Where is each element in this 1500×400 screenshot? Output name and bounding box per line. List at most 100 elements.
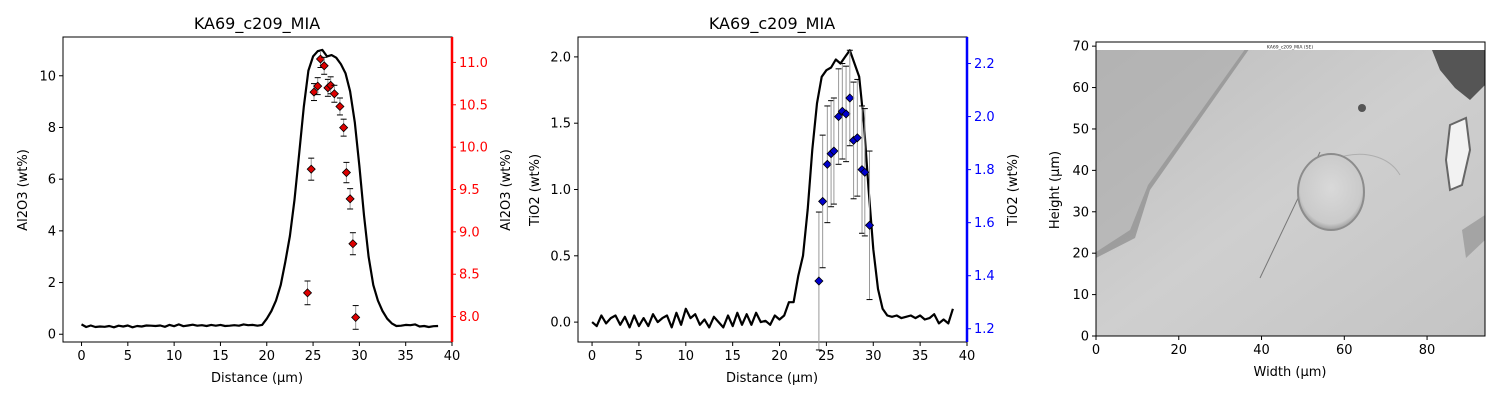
panel2-frame <box>577 36 968 343</box>
panel2-y2label: TiO2 (wt%) <box>1006 154 1021 227</box>
panel2-y2tick-label: 2.2 <box>974 57 995 72</box>
panel2-y2tick-label: 1.8 <box>974 163 995 178</box>
panel2-point <box>829 146 839 156</box>
panel3-ytick-label: 70 <box>1072 40 1089 55</box>
panel2-point <box>841 109 851 119</box>
panel3-xtick-label: 40 <box>1253 343 1270 358</box>
panel3-ytick-label: 30 <box>1072 205 1089 220</box>
panel1-xtick-label: 40 <box>444 349 461 364</box>
panel1-point <box>315 54 326 64</box>
panel1-point <box>351 312 361 322</box>
panel1-ytick-label: 4 <box>48 224 56 239</box>
panel2-ytick-label: 0.0 <box>550 316 571 331</box>
panel1-y2tick-label: 11.0 <box>459 56 488 71</box>
panel1-xtick-label: 25 <box>305 349 322 364</box>
panel1-xtick-label: 35 <box>397 349 414 364</box>
panel1-xtick-label: 15 <box>212 349 229 364</box>
panel2-xtick-label: 20 <box>771 349 788 364</box>
panel3-axes: 0 20 40 60 80 0 10 20 30 40 50 60 70 <box>1072 40 1486 358</box>
panel-al2o3: KA69_c209_MIA 0 5 10 15 20 25 30 35 40 0 2 4 6 8 10 8.0… <box>16 14 514 386</box>
panel1-point <box>348 239 358 249</box>
sem-image: KA69_c209_MIA (SE) <box>1096 45 1485 336</box>
panel2-xtick-label: 5 <box>635 349 643 364</box>
panel2-ytick-label: 1.0 <box>550 183 571 198</box>
panel2-ytick-label: 0.5 <box>550 249 571 264</box>
panel1-point <box>326 80 336 90</box>
panel3-ytick-label: 0 <box>1081 330 1089 345</box>
panel1-y2tick-label: 8.0 <box>459 310 480 325</box>
panel2-y2tick-label: 1.4 <box>974 269 995 284</box>
panel3-ytick-label: 20 <box>1072 247 1089 262</box>
panel3-xlabel: Width (µm) <box>1254 365 1327 380</box>
panel3-xtick-label: 20 <box>1170 343 1187 358</box>
panel2-point <box>852 133 862 143</box>
panel1-y2tick-label: 10.0 <box>459 141 488 156</box>
panel1-ytick-label: 0 <box>48 328 56 343</box>
panel2-plot-area: 0 5 10 15 20 25 30 35 40 0.0 0.5 1.0 1.5 2.0 1.2 1.4 1.6… <box>550 36 995 364</box>
panel1-ytick-label: 6 <box>48 173 56 188</box>
panel2-xtick-label: 25 <box>818 349 835 364</box>
panel3-xtick-label: 60 <box>1336 343 1353 358</box>
panel2-xtick-label: 35 <box>912 349 929 364</box>
panel1-point <box>302 288 313 298</box>
panel2-xtick-label: 10 <box>678 349 695 364</box>
panel3-ytick-label: 60 <box>1072 81 1089 96</box>
panel2-point <box>834 111 844 122</box>
panel2-point <box>845 93 855 103</box>
panel1-plot-area: 0 5 10 15 20 25 30 35 40 0 2 4 6 8 10 8.0 8.5 9.0 9.5 10.0 1… <box>39 36 488 364</box>
panel1-point <box>335 101 345 112</box>
panel3-ytick-label: 40 <box>1072 164 1089 179</box>
panel2-point <box>822 159 832 169</box>
panel2-ylabel: TiO2 (wt%) <box>528 154 543 227</box>
panel1-xtick-label: 5 <box>124 349 132 364</box>
panel2-xtick-label: 40 <box>959 349 976 364</box>
panel3-ytick-label: 10 <box>1072 288 1089 303</box>
panel2-y2tick-label: 2.0 <box>974 110 995 125</box>
panel2-y2tick-label: 1.6 <box>974 216 995 231</box>
panel1-point <box>309 87 319 97</box>
panel2-xlabel: Distance (µm) <box>726 371 818 386</box>
panel1-profile-line <box>80 48 439 329</box>
panel1-ytick-label: 8 <box>48 121 56 136</box>
panel1-ylabel: Al2O3 (wt%) <box>16 149 31 231</box>
panel1-xtick-label: 0 <box>77 349 85 364</box>
panel1-xtick-label: 20 <box>258 349 275 364</box>
sem-image-caption: KA69_c209_MIA (SE) <box>1267 45 1313 51</box>
panel1-point <box>345 194 355 204</box>
panel1-xtick-label: 30 <box>351 349 368 364</box>
panel3-ytick-label: 50 <box>1072 122 1089 137</box>
panel1-frame <box>62 36 453 343</box>
panel1-point <box>313 81 323 91</box>
panel3-xtick-label: 0 <box>1092 343 1100 358</box>
panel1-title: KA69_c209_MIA <box>194 14 320 34</box>
panel3-frame <box>1095 41 1486 337</box>
panel1-ytick-label: 2 <box>48 276 56 291</box>
panel3-xtick-label: 80 <box>1419 343 1436 358</box>
panel1-xtick-label: 10 <box>166 349 183 364</box>
panel3-ylabel: Height (µm) <box>1048 151 1063 229</box>
panel2-point <box>864 220 875 230</box>
panel2-profile-line <box>591 49 954 329</box>
panel1-point <box>341 167 351 178</box>
panel2-xtick-label: 30 <box>865 349 882 364</box>
panel2-y2tick-label: 1.2 <box>974 322 995 337</box>
panel2-point <box>814 276 824 286</box>
panel1-point <box>329 89 339 99</box>
panel1-y2label: Al2O3 (wt%) <box>499 149 514 231</box>
panel1-xlabel: Distance (µm) <box>211 371 303 386</box>
panel1-y2tick-label: 10.5 <box>459 98 488 113</box>
panel2-point <box>860 167 870 177</box>
panel1-y2tick-label: 9.5 <box>459 183 480 198</box>
panel1-point <box>306 164 316 174</box>
panel-sem-image: KA69_c209_MIA (SE) 0 20 40 60 80 0 10 20 30 40 50 6… <box>1048 40 1486 380</box>
panel1-point <box>319 61 329 71</box>
panel1-ytick-label: 10 <box>39 69 56 84</box>
panel2-ytick-label: 2.0 <box>550 50 571 65</box>
panel1-y2tick-label: 9.0 <box>459 225 480 240</box>
panel-tio2: KA69_c209_MIA 0 5 10 15 20 25 30 35 40 0.0 0.5 1.0 1… <box>528 14 1021 386</box>
panel1-y2tick-label: 8.5 <box>459 268 480 283</box>
panel2-xtick-label: 0 <box>588 349 596 364</box>
panel2-point <box>818 196 828 207</box>
panel2-xtick-label: 15 <box>724 349 741 364</box>
